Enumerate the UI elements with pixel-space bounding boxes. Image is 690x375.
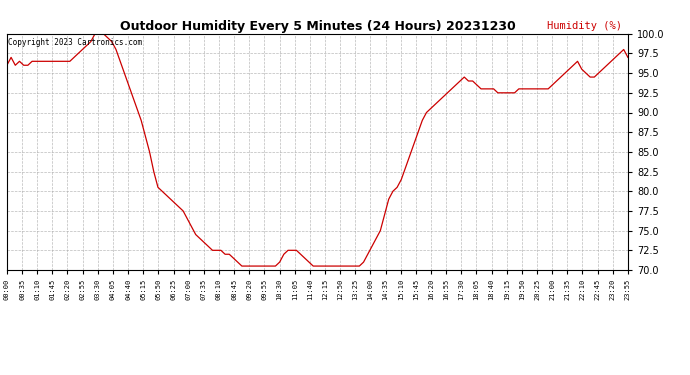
Text: Humidity (%): Humidity (%): [546, 21, 622, 32]
Title: Outdoor Humidity Every 5 Minutes (24 Hours) 20231230: Outdoor Humidity Every 5 Minutes (24 Hou…: [119, 20, 515, 33]
Text: Copyright 2023 Cartronics.com: Copyright 2023 Cartronics.com: [8, 39, 142, 48]
